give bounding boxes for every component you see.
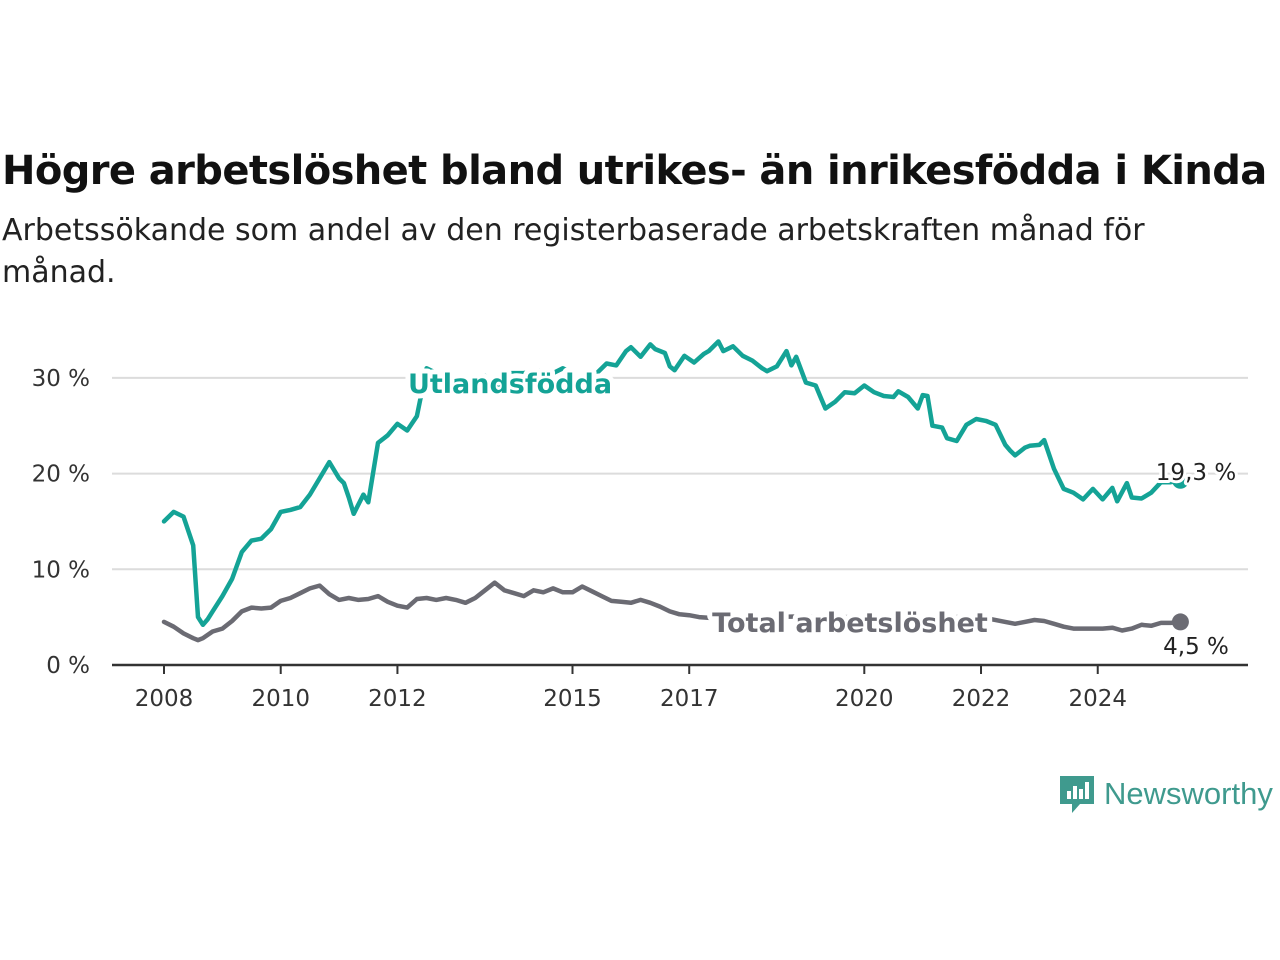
x-tick-label: 2015 bbox=[543, 686, 602, 712]
end-point-utlandsfodda bbox=[1171, 471, 1189, 489]
grid-lines bbox=[112, 376, 1248, 571]
x-axis-ticks: 2008 2010 2012 2015 2017 2020 2022 2024 bbox=[112, 663, 1248, 712]
series-labels: Utlandsfödda Total arbetslöshet 19,3 % 4,5 … bbox=[403, 364, 1239, 663]
y-tick-label: 30 % bbox=[32, 366, 90, 392]
chart-speech-bubble-icon bbox=[1060, 776, 1094, 813]
end-label-utlandsfodda: 19,3 % bbox=[1156, 460, 1236, 486]
y-axis-ticks: 0 % 10 % 20 % 30 % bbox=[32, 366, 90, 679]
y-tick-label: 10 % bbox=[32, 557, 90, 583]
x-tick-label: 2020 bbox=[835, 686, 894, 712]
brand-name: Newsworthy bbox=[1104, 776, 1273, 811]
x-tick-label: 2008 bbox=[135, 686, 194, 712]
end-label-total-arbetsloshet: 4,5 % bbox=[1163, 634, 1229, 660]
x-tick-label: 2022 bbox=[952, 686, 1011, 712]
y-tick-label: 0 % bbox=[46, 653, 90, 679]
series-label-total-arbetsloshet: Total arbetslöshet bbox=[712, 608, 988, 639]
x-tick-label: 2024 bbox=[1068, 686, 1127, 712]
series-line-total-arbetsloshet bbox=[161, 580, 1183, 643]
series-label-utlandsfodda: Utlandsfödda bbox=[408, 369, 612, 400]
series-line-utlandsfodda bbox=[161, 339, 1183, 628]
line-chart: 0 % 10 % 20 % 30 % 2008 2010 2012 2015 2017 2020… bbox=[32, 339, 1248, 712]
x-tick-label: 2017 bbox=[660, 686, 719, 712]
newsworthy-logo[interactable]: Newsworthy bbox=[1058, 772, 1273, 816]
x-tick-label: 2012 bbox=[368, 686, 427, 712]
chart-subtitle: Arbetssökande som andel av den registerb… bbox=[2, 213, 1145, 290]
x-tick-label: 2010 bbox=[251, 686, 310, 712]
end-point-total-arbetsloshet bbox=[1171, 613, 1189, 631]
series-lines bbox=[161, 339, 1189, 643]
chart-title: Högre arbetslöshet bland utrikes- än inr… bbox=[2, 148, 1267, 194]
y-tick-label: 20 % bbox=[32, 462, 90, 488]
